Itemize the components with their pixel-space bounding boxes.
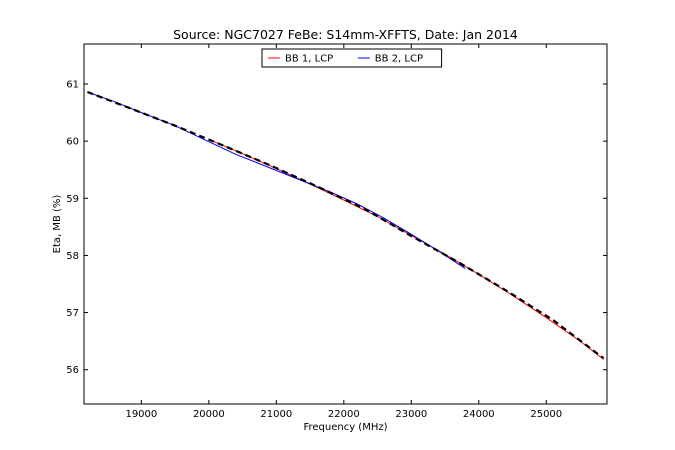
y-tick-label: 56	[66, 365, 79, 376]
y-tick-label: 61	[66, 80, 79, 91]
y-tick-label: 59	[66, 194, 79, 205]
legend-box	[261, 48, 443, 68]
y-tick-label: 58	[66, 251, 79, 262]
series-line-bb-2-lcp	[87, 91, 466, 270]
series-line-bb-1-lcp	[208, 138, 604, 360]
x-tick-label: 25000	[530, 409, 562, 420]
x-tick-label: 20000	[193, 409, 225, 420]
x-tick-label: 24000	[463, 409, 495, 420]
legend-label-bb-2-lcp: BB 2, LCP	[375, 54, 423, 65]
legend: BB 1, LCP BB 2, LCP	[261, 48, 443, 68]
axis-ticks: 19000 20000 21000 22000 23000 24000 25000 56 57 5…	[66, 44, 607, 420]
plot-area	[87, 90, 605, 360]
x-tick-label: 23000	[395, 409, 427, 420]
x-tick-label: 21000	[260, 409, 292, 420]
chart-title: Source: NGC7027 FeBe: S14mm-XFFTS, Date:…	[173, 27, 518, 42]
y-tick-label: 57	[66, 308, 79, 319]
plot-frame	[83, 43, 608, 405]
y-tick-label: 60	[66, 137, 79, 148]
x-axis-label: Frequency (MHz)	[303, 422, 387, 433]
legend-label-bb-1-lcp: BB 1, LCP	[285, 54, 333, 65]
x-tick-label: 22000	[328, 409, 360, 420]
x-tick-label: 19000	[125, 409, 157, 420]
y-axis-label: Eta, MB (%)	[52, 195, 63, 254]
series-line-fit-dashed	[87, 90, 605, 360]
